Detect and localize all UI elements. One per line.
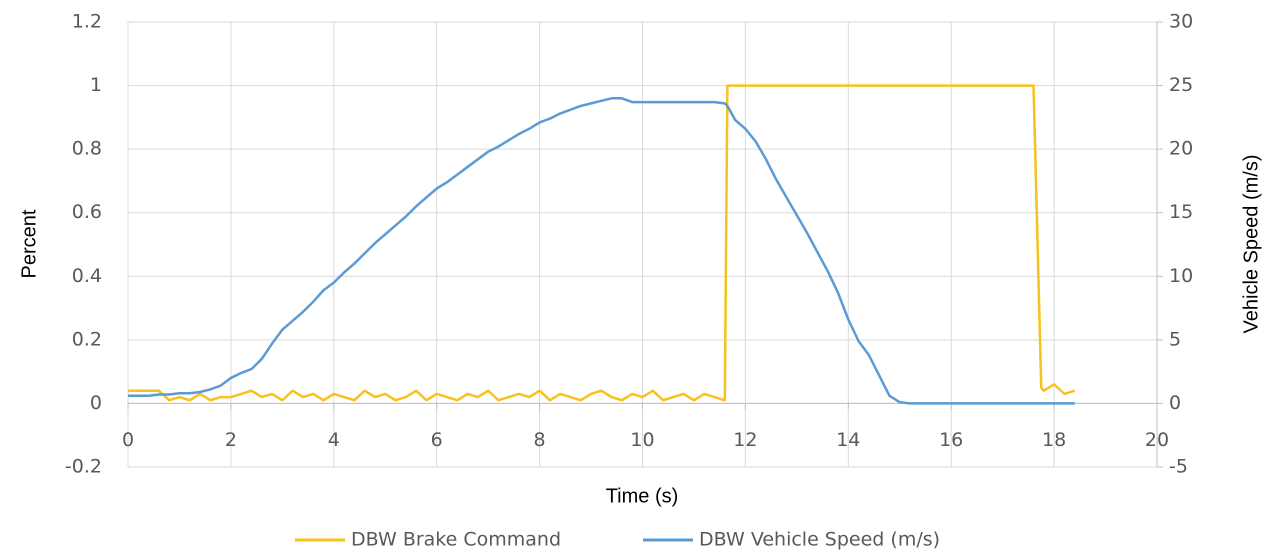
- x-tick-label: 8: [534, 429, 546, 451]
- y2-axis-title: Vehicle Speed (m/s): [1240, 155, 1262, 334]
- y-tick-label: 1.2: [72, 11, 102, 33]
- y2-tick-label: 25: [1169, 74, 1193, 96]
- series-line: [128, 84, 1076, 402]
- x-tick-label: 6: [431, 429, 443, 451]
- x-tick-label: 4: [328, 429, 340, 451]
- x-tick-label: 12: [733, 429, 757, 451]
- y2-tick-label: 5: [1169, 328, 1181, 350]
- x-axis-title: Time (s): [606, 485, 679, 507]
- y-tick-label: 0.8: [72, 138, 102, 160]
- x-tick-label: 0: [122, 429, 134, 451]
- legend-label: DBW Vehicle Speed (m/s): [699, 529, 940, 551]
- series-line: [128, 97, 1075, 405]
- y2-tick-label: 10: [1169, 265, 1193, 287]
- y-tick-label: 0: [90, 392, 102, 414]
- y-tick-label: 0.4: [72, 265, 102, 287]
- y2-tick-label: 15: [1169, 201, 1193, 223]
- y-tick-label: 1: [90, 74, 102, 96]
- y2-tick-label: 20: [1169, 138, 1193, 160]
- y-tick-label: -0.2: [65, 456, 102, 478]
- y-tick-label: 0.2: [72, 328, 102, 350]
- legend-label: DBW Brake Command: [351, 529, 561, 551]
- y-tick-label: 0.6: [72, 201, 102, 223]
- x-tick-label: 14: [836, 429, 860, 451]
- x-tick-label: 16: [939, 429, 963, 451]
- x-tick-label: 10: [630, 429, 654, 451]
- y-axis-title: Percent: [18, 209, 40, 278]
- y2-tick-label: -5: [1169, 456, 1188, 478]
- x-tick-label: 18: [1042, 429, 1066, 451]
- y2-tick-label: 0: [1169, 392, 1181, 414]
- y2-tick-label: 30: [1169, 11, 1193, 33]
- x-tick-label: 2: [225, 429, 237, 451]
